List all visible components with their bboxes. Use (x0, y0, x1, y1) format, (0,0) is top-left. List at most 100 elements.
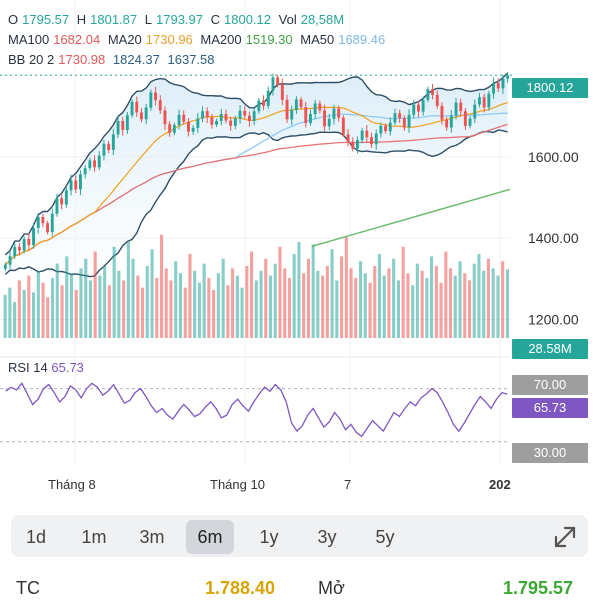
candle-body (74, 180, 78, 190)
ma100-label: MA100 (8, 32, 50, 47)
last-price-badge: 1800.12 (512, 78, 588, 98)
volume-bar (197, 282, 201, 338)
candle-body (407, 114, 411, 128)
candle-body (149, 92, 153, 108)
volume-bar (107, 285, 111, 338)
volume-bar (164, 268, 168, 338)
expand-diagonal-icon[interactable] (552, 524, 578, 550)
volume-bar (178, 273, 182, 338)
candle-body (398, 113, 402, 119)
candle-body (365, 130, 369, 138)
volume-bar (117, 270, 121, 338)
candle-body (130, 101, 134, 116)
volume-bar (392, 258, 396, 338)
candle-body (257, 100, 261, 112)
volume-badge: 28.58M (512, 339, 588, 359)
volume-bar (363, 273, 367, 338)
candle-body (402, 118, 406, 128)
candle-body (187, 121, 190, 132)
volume-bar (411, 285, 415, 338)
candle-body (426, 89, 430, 100)
ma200-line (311, 188, 511, 248)
volume-bar (141, 287, 145, 338)
candle-body (107, 143, 111, 150)
volume-bar (340, 256, 344, 338)
volume-bar (174, 261, 178, 338)
candle-body (351, 141, 355, 149)
candle-body (473, 104, 477, 119)
volume-bar (235, 275, 239, 338)
candle-body (445, 119, 449, 128)
candle-body (313, 103, 317, 115)
volume-bar (458, 261, 462, 338)
candle-body (294, 99, 298, 110)
candle-body (492, 83, 495, 94)
range-button-5y[interactable]: 5y (375, 527, 395, 547)
candle-body (327, 118, 331, 127)
candle-body (41, 217, 45, 224)
rsi-panel (0, 356, 510, 443)
volume-bar (396, 280, 400, 338)
range-button-1m[interactable]: 1m (81, 527, 107, 547)
volume-bar (292, 254, 296, 338)
candle-body (229, 120, 233, 126)
candle-body (191, 127, 195, 132)
range-button-1d[interactable]: 1d (25, 527, 47, 547)
volume-bar (330, 249, 334, 338)
ma20-value: 1730.96 (145, 32, 193, 47)
volume-bar (335, 280, 339, 338)
volume-bar (306, 258, 310, 338)
volume-bar (321, 275, 325, 338)
volume-bar (240, 287, 244, 338)
range-button-6m[interactable]: 6m (186, 520, 234, 554)
ma100-value: 1682.04 (53, 32, 101, 47)
volume-bar (13, 302, 17, 338)
candle-body (276, 77, 280, 85)
candle-body (384, 125, 387, 132)
volume-bar (283, 268, 287, 338)
candle-body (468, 118, 472, 126)
range-button-3y[interactable]: 3y (317, 527, 337, 547)
volume-bar (84, 258, 88, 338)
bb-mid-value: 1730.98 (58, 52, 106, 67)
candle-body (177, 114, 181, 125)
candle-body (13, 246, 17, 257)
volume-bar (311, 244, 315, 338)
rsi-upper-badge: 70.00 (512, 375, 588, 395)
volume-bar (126, 242, 130, 338)
volume-bar (297, 242, 301, 338)
volume-bar (472, 263, 476, 338)
candle-body (393, 113, 397, 123)
volume-bar (387, 268, 391, 338)
ma200-label: MA200 (200, 32, 242, 47)
candle-body (280, 84, 284, 100)
price-chart[interactable]: 1600.00 1400.00 1200.00 (0, 0, 600, 470)
volume-bar (482, 270, 486, 338)
candle-body (266, 90, 270, 106)
candle-body (299, 99, 303, 108)
ma200-value: 1519.30 (245, 32, 293, 47)
candle-body (125, 115, 129, 130)
volume-bar (93, 251, 97, 338)
candle-body (290, 110, 294, 120)
x-label-7: 7 (344, 477, 352, 492)
candle-body (196, 118, 200, 128)
volume-bar (60, 285, 64, 338)
volume-bar (122, 280, 126, 338)
bb-lower-line (4, 129, 508, 278)
candle-body (388, 122, 392, 132)
range-button-1y[interactable]: 1y (259, 527, 279, 547)
price-tick-label: 1600.00 (528, 149, 579, 165)
volume-bar (41, 282, 45, 338)
candle-body (69, 180, 73, 191)
range-button-3m[interactable]: 3m (139, 527, 165, 547)
volume-bar (27, 275, 31, 338)
volume-bar (112, 246, 116, 338)
candle-body (248, 115, 251, 121)
volume-bar (434, 266, 438, 338)
volume-bar (401, 246, 405, 338)
volume-bar (486, 258, 490, 338)
candle-body (233, 118, 237, 126)
candle-body (102, 143, 106, 156)
volume-bar (425, 278, 429, 338)
